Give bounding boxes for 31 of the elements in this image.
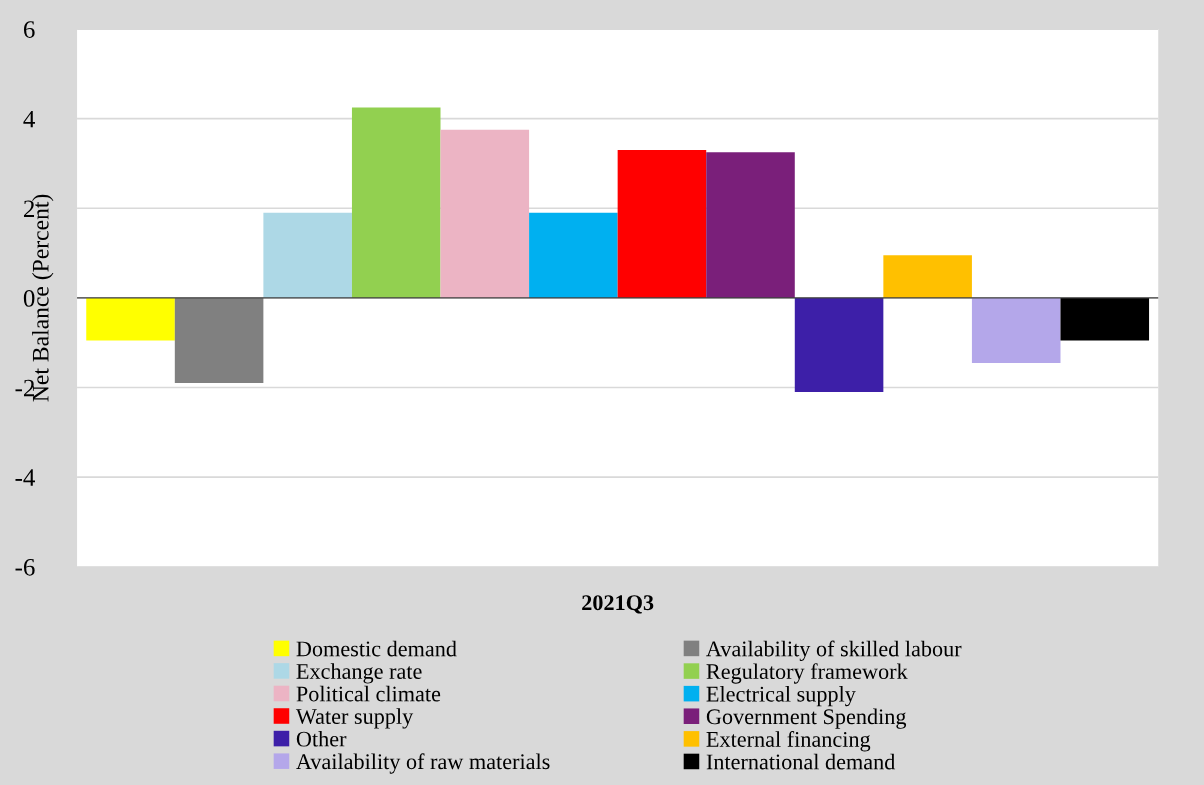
bar	[706, 152, 795, 298]
y-tick-label: 6	[23, 21, 35, 38]
y-tick-label: -4	[15, 469, 35, 486]
y-tick-label: 2	[23, 200, 35, 217]
bar	[86, 297, 175, 341]
y-tick-label: 4	[23, 110, 35, 128]
bar	[351, 107, 441, 298]
legend-label: Electrical supply	[706, 686, 856, 707]
bar	[263, 212, 352, 298]
legend-label: Water supply	[295, 708, 414, 729]
bar	[883, 255, 972, 298]
legend-label: International demand	[706, 753, 896, 770]
bar	[794, 297, 884, 393]
legend-label: Availability of skilled labour	[706, 640, 962, 661]
x-tick-label: 2021Q3	[582, 595, 654, 614]
legend-label: Domestic demand	[296, 640, 457, 657]
legend-label: External financing	[706, 731, 871, 752]
y-tick-label: -6	[15, 558, 35, 576]
bar	[1060, 297, 1150, 341]
legend-label: Political climate	[296, 685, 441, 702]
y-tick-label: -2	[15, 379, 35, 397]
legend-label: Regulatory framework	[706, 663, 908, 684]
bar	[617, 150, 707, 298]
legend-label: Availability of raw materials	[296, 753, 550, 774]
bar	[440, 129, 530, 298]
bar	[174, 297, 264, 384]
legend-label: Exchange rate	[296, 663, 422, 684]
legend-label: Government Spending	[706, 708, 907, 729]
bar	[971, 297, 1061, 363]
bar	[529, 212, 618, 298]
legend-label: Other	[296, 730, 347, 747]
